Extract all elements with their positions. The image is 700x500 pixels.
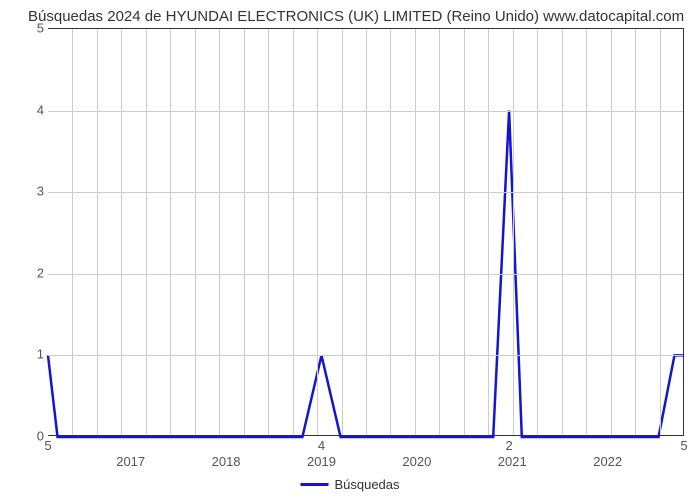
gridline-v [219, 29, 220, 435]
gridline-v [537, 29, 538, 435]
gridline-v [635, 29, 636, 435]
gridline-v [342, 29, 343, 435]
value-label: 2 [505, 438, 512, 453]
gridline-v [464, 29, 465, 435]
x-tick-label: 2021 [498, 454, 527, 469]
gridline-v [293, 29, 294, 435]
gridline-v [97, 29, 98, 435]
gridline-v [72, 29, 73, 435]
y-tick-label: 3 [28, 184, 44, 199]
value-label: 5 [680, 438, 687, 453]
gridline-v [317, 29, 318, 435]
gridline-v [121, 29, 122, 435]
gridline-v [146, 29, 147, 435]
value-label: 5 [44, 438, 51, 453]
gridline-v [611, 29, 612, 435]
gridline-v [366, 29, 367, 435]
y-tick-label: 4 [28, 102, 44, 117]
x-tick-label: 2022 [593, 454, 622, 469]
value-label: 4 [318, 438, 325, 453]
gridline-v [268, 29, 269, 435]
y-tick-label: 5 [28, 21, 44, 36]
gridline-v [586, 29, 587, 435]
gridline-v [244, 29, 245, 435]
y-tick-label: 1 [28, 347, 44, 362]
y-tick-label: 0 [28, 429, 44, 444]
legend: Búsquedas [300, 477, 399, 492]
gridline-v [170, 29, 171, 435]
gridline-v [562, 29, 563, 435]
x-tick-label: 2017 [116, 454, 145, 469]
chart-title: Búsquedas 2024 de HYUNDAI ELECTRONICS (U… [28, 8, 684, 25]
y-tick-label: 2 [28, 265, 44, 280]
x-tick-label: 2019 [307, 454, 336, 469]
gridline-v [488, 29, 489, 435]
legend-label: Búsquedas [334, 477, 399, 492]
legend-swatch [300, 483, 328, 486]
gridline-v [660, 29, 661, 435]
plot-area [48, 28, 684, 436]
gridline-v [439, 29, 440, 435]
gridline-v [195, 29, 196, 435]
gridline-v [390, 29, 391, 435]
x-tick-label: 2020 [402, 454, 431, 469]
x-tick-label: 2018 [212, 454, 241, 469]
gridline-v [513, 29, 514, 435]
gridline-v [415, 29, 416, 435]
